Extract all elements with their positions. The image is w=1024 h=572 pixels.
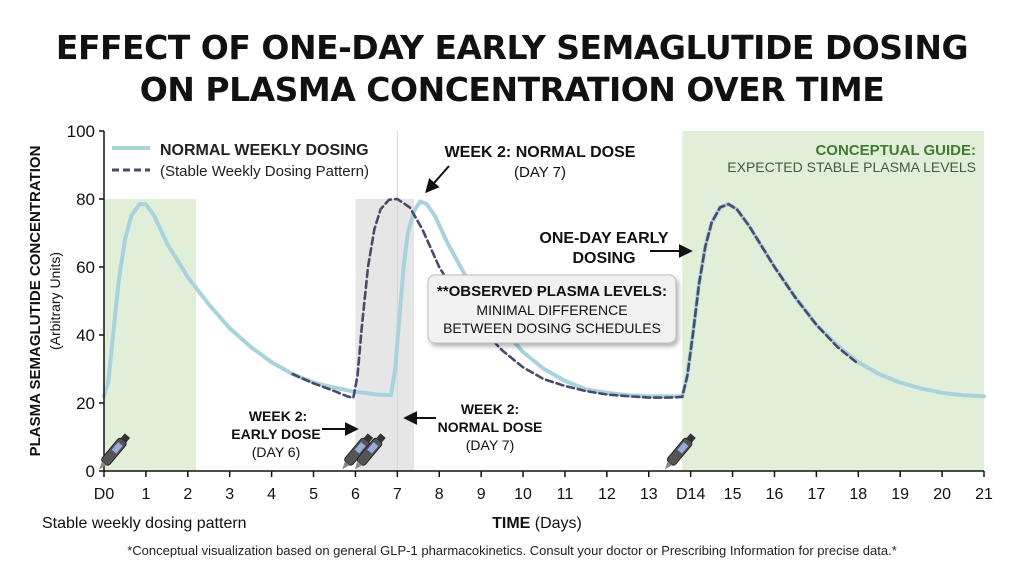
x-tick-label: 7 bbox=[393, 486, 402, 503]
observed-line1: **OBSERVED PLASMA LEVELS: bbox=[437, 283, 667, 300]
legend: NORMAL WEEKLY DOSING (Stable Weekly Dosi… bbox=[112, 142, 369, 180]
y-tick-label: 20 bbox=[76, 394, 95, 413]
y-tick-label: 0 bbox=[86, 462, 95, 481]
x-tick-label: 8 bbox=[435, 486, 444, 503]
x-tick-label: 12 bbox=[598, 486, 616, 503]
legend-normal-label: NORMAL WEEKLY DOSING bbox=[160, 142, 369, 159]
guide-text: EXPECTED STABLE PLASMA LEVELS bbox=[727, 159, 976, 175]
y-axis-title: PLASMA SEMAGLUTIDE CONCENTRATION bbox=[27, 146, 44, 457]
y-tick-label: 80 bbox=[76, 190, 95, 209]
observed-line2: MINIMAL DIFFERENCE bbox=[476, 302, 627, 318]
y-tick-label: 100 bbox=[67, 122, 95, 141]
observed-line3: BETWEEN DOSING SCHEDULES bbox=[443, 320, 661, 336]
x-tick-label: 9 bbox=[477, 486, 486, 503]
x-axis-left-caption: Stable weekly dosing pattern bbox=[42, 515, 247, 532]
x-tick-label: 13 bbox=[640, 486, 658, 503]
one-day-early-line2: DOSING bbox=[572, 250, 635, 267]
x-tick-label: 5 bbox=[309, 486, 318, 503]
week2-normal-top-line1: WEEK 2: NORMAL DOSE bbox=[445, 144, 636, 161]
x-tick-label: 6 bbox=[351, 486, 360, 503]
y-tick-label: 60 bbox=[76, 258, 95, 277]
chart-title-line2: ON PLASMA CONCENTRATION OVER TIME bbox=[139, 70, 885, 109]
early-dose-line1: WEEK 2: bbox=[249, 408, 307, 424]
x-tick-label: 3 bbox=[225, 486, 234, 503]
guide-title: CONCEPTUAL GUIDE: bbox=[815, 142, 976, 159]
y-axis-subtitle: (Arbitrary Units) bbox=[47, 252, 63, 350]
gray-band bbox=[355, 199, 415, 471]
x-axis-title-group: TIME (Days) bbox=[492, 515, 582, 532]
x-tick-label: D0 bbox=[94, 486, 115, 503]
legend-stable-label: (Stable Weekly Dosing Pattern) bbox=[160, 163, 369, 180]
x-axis-title: TIME bbox=[492, 515, 531, 532]
observed-levels-callout: **OBSERVED PLASMA LEVELS: MINIMAL DIFFER… bbox=[427, 274, 677, 344]
x-tick-label: 1 bbox=[141, 486, 150, 503]
green-band-right bbox=[682, 131, 984, 471]
x-tick-label: 17 bbox=[807, 486, 825, 503]
normal-dose-line2: NORMAL DOSE bbox=[438, 419, 543, 435]
x-tick-label: 16 bbox=[766, 486, 784, 503]
x-tick-label: 20 bbox=[933, 486, 951, 503]
normal-dose-line3: (DAY 7) bbox=[466, 437, 515, 453]
series-line-stable-dashed bbox=[291, 197, 860, 400]
week2-normal-top-arrow bbox=[425, 165, 450, 194]
x-tick-label: 15 bbox=[724, 486, 742, 503]
early-dose-line3: (DAY 6) bbox=[252, 444, 301, 460]
x-tick-label: 10 bbox=[514, 486, 532, 503]
x-tick-label: D14 bbox=[676, 486, 705, 503]
x-tick-label: 4 bbox=[267, 486, 276, 503]
y-tick-label: 40 bbox=[76, 326, 95, 345]
chart-title-line1: EFFECT OF ONE-DAY EARLY SEMAGLUTIDE DOSI… bbox=[55, 28, 969, 67]
x-tick-label: 2 bbox=[183, 486, 192, 503]
normal-dose-line1: WEEK 2: bbox=[461, 401, 519, 417]
x-tick-label: 19 bbox=[891, 486, 909, 503]
one-day-early-line1: ONE-DAY EARLY bbox=[539, 230, 669, 247]
x-tick-label: 21 bbox=[975, 486, 993, 503]
green-band-left bbox=[104, 199, 197, 471]
early-dose-line2: EARLY DOSE bbox=[231, 426, 320, 442]
x-axis-unit: (Days) bbox=[530, 515, 582, 532]
week2-normal-top-line2: (DAY 7) bbox=[514, 164, 566, 181]
x-tick-label: 11 bbox=[557, 486, 574, 503]
x-tick-label: 18 bbox=[849, 486, 867, 503]
footnote: *Conceptual visualization based on gener… bbox=[127, 543, 897, 558]
